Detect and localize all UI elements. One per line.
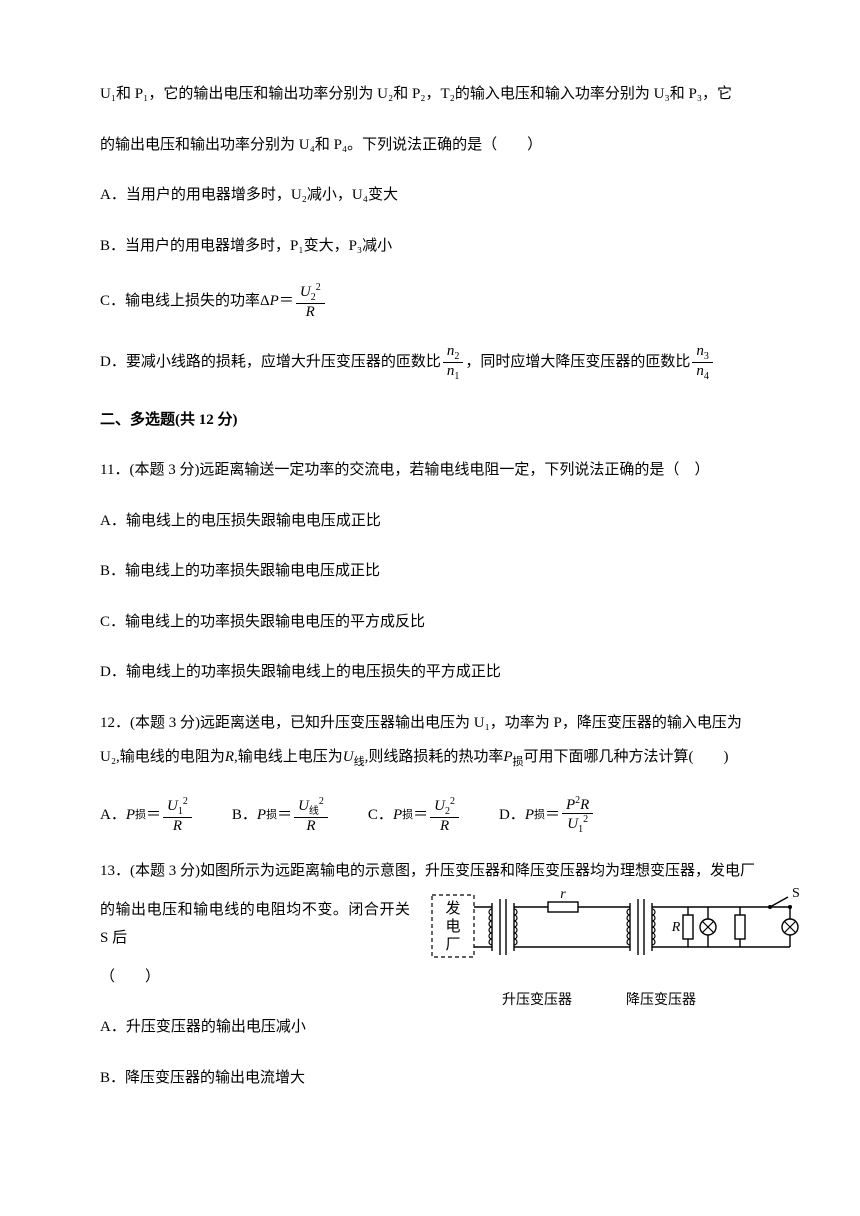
q10-optC-P: P	[270, 287, 279, 316]
svg-text:R: R	[671, 920, 681, 935]
dia-left-label: 升压变压器	[502, 988, 572, 1015]
q12-optA: A． P损 ＝ U12 R	[100, 795, 194, 836]
q10-optD-frac1: n2 n1	[443, 343, 464, 382]
q10-optB: B．当用户的用电器增多时，P₁变大，P₃减小	[100, 232, 760, 261]
q11-optC: C．输电线上的功率损失跟输电电压的平方成反比	[100, 608, 760, 637]
q10-optD: D．要减小线路的损耗，应增大升压变压器的匝数比 n2 n1 ，同时应增大降压变压…	[100, 343, 760, 382]
q13-stem-line2: 的输出电压和输电线的电阻均不变。闭合开关 S 后	[100, 896, 410, 953]
q12-stem-line2: U₂,输电线的电阻为R,输电线上电压为U线,则线路损耗的热功率P损可用下面哪几种…	[100, 743, 760, 773]
q10-stem-line1: U₁和 P₁，它的输出电压和输出功率分别为 U₂和 P₂，T₂的输入电压和输入功…	[100, 80, 760, 109]
q13-optA: A．升压变压器的输出电压减小	[100, 1013, 410, 1042]
q10-stem-line2: 的输出电压和输出功率分别为 U₄和 P₄。下列说法正确的是（ ）	[100, 131, 760, 160]
svg-text:S: S	[792, 886, 800, 901]
q13-stem-line3: （ ）	[100, 963, 410, 992]
q10-optA: A．当用户的用电器增多时，U₂减小，U₄变大	[100, 181, 760, 210]
q10-optC-frac: U22 R	[296, 282, 325, 321]
svg-text:r: r	[560, 887, 566, 902]
q10-optD-mid: ，同时应增大降压变压器的匝数比	[465, 348, 690, 377]
q10-optC: C．输电线上损失的功率Δ P ＝ U22 R	[100, 282, 760, 321]
q12-stem-line1: 12．(本题 3 分)远距离送电，已知升压变压器输出电压为 U₁，功率为 P，降…	[100, 709, 760, 738]
q12-options: A． P损 ＝ U12 R B． P损 ＝ U线2 R C． P损 ＝ U22 …	[100, 795, 760, 836]
q10-optD-prefix: D．要减小线路的损耗，应增大升压变压器的匝数比	[100, 348, 441, 377]
q12-optD: D． P损 ＝ P2R U12	[499, 795, 595, 836]
section-2-title: 二、多选题(共 12 分)	[100, 406, 760, 435]
q13-optB: B．降压变压器的输出电流增大	[100, 1064, 410, 1093]
svg-text:电: 电	[445, 918, 460, 935]
q11-optA: A．输电线上的电压损失跟输电电压成正比	[100, 507, 760, 536]
q11-optD: D．输电线上的功率损失跟输电线上的电压损失的平方成正比	[100, 658, 760, 687]
dia-right-label: 降压变压器	[626, 988, 696, 1015]
q13-stem-line1: 13．(本题 3 分)如图所示为远距离输电的示意图，升压变压器和降压变压器均为理…	[100, 857, 760, 886]
q12-optB: B． P损 ＝ U线2 R	[232, 795, 330, 836]
q12-optC: C． P损 ＝ U22 R	[368, 795, 461, 836]
q10-optD-frac2: n3 n4	[692, 343, 713, 382]
q13-circuit-diagram: 发 电 厂 r	[430, 885, 810, 1014]
q10-optC-prefix: C．输电线上损失的功率Δ	[100, 287, 270, 316]
svg-text:厂: 厂	[445, 937, 460, 953]
q11-optB: B．输电线上的功率损失跟输电电压成正比	[100, 557, 760, 586]
svg-text:发: 发	[445, 900, 460, 917]
q11-stem: 11．(本题 3 分)远距离输送一定功率的交流电，若输电线电阻一定，下列说法正确…	[100, 456, 760, 485]
q13: 13．(本题 3 分)如图所示为远距离输电的示意图，升压变压器和降压变压器均为理…	[100, 857, 760, 1092]
q10-optC-eq: ＝	[279, 287, 294, 316]
